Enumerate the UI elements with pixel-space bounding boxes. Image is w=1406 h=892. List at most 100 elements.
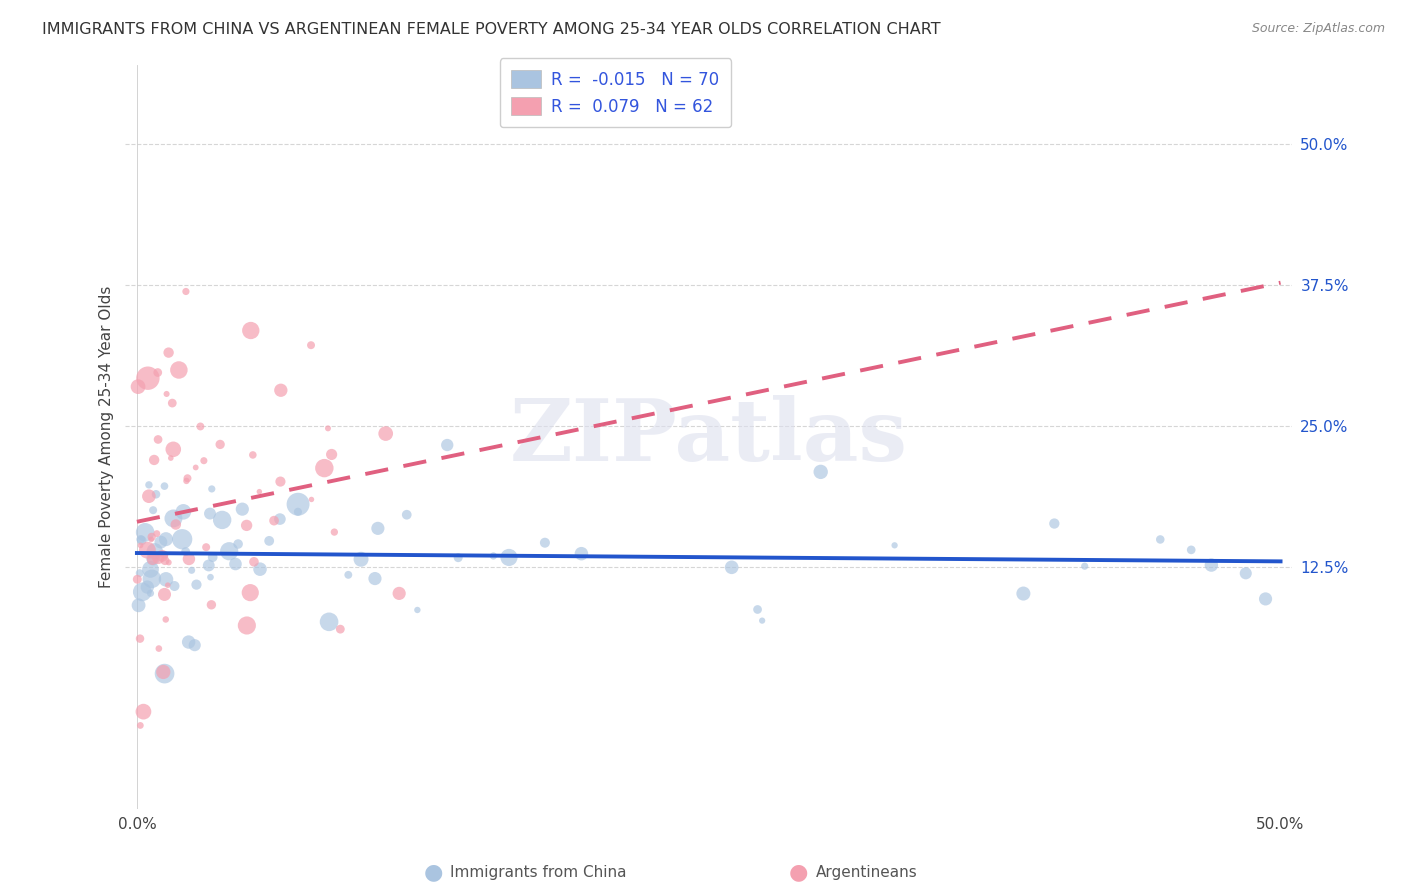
Point bbox=[190, 419, 212, 434]
Point bbox=[1254, 591, 1277, 606]
Point bbox=[129, 718, 152, 732]
Point bbox=[148, 641, 170, 656]
Point bbox=[323, 525, 346, 540]
Point bbox=[447, 550, 470, 565]
Point bbox=[316, 421, 339, 435]
Point bbox=[193, 453, 215, 467]
Point bbox=[128, 566, 150, 580]
Point bbox=[321, 447, 343, 461]
Point bbox=[146, 366, 169, 380]
Point bbox=[239, 324, 262, 338]
Point bbox=[571, 547, 593, 561]
Point bbox=[141, 572, 163, 586]
Point bbox=[153, 666, 176, 681]
Point bbox=[162, 396, 184, 410]
Point bbox=[364, 572, 387, 586]
Point bbox=[177, 635, 200, 649]
Point bbox=[127, 572, 149, 586]
Legend: R =  -0.015   N = 70, R =  0.079   N = 62: R = -0.015 N = 70, R = 0.079 N = 62 bbox=[499, 59, 731, 128]
Text: Immigrants from China: Immigrants from China bbox=[450, 865, 627, 880]
Point bbox=[1073, 559, 1095, 574]
Point bbox=[198, 507, 221, 521]
Point bbox=[127, 379, 149, 393]
Point bbox=[243, 555, 266, 569]
Text: ZIPatlas: ZIPatlas bbox=[510, 395, 908, 479]
Point bbox=[269, 512, 291, 526]
Point bbox=[257, 533, 280, 548]
Point bbox=[136, 580, 159, 594]
Text: Argentineans: Argentineans bbox=[815, 865, 917, 880]
Text: ●: ● bbox=[423, 863, 443, 882]
Point bbox=[131, 585, 153, 599]
Point bbox=[157, 345, 180, 359]
Point bbox=[153, 554, 176, 568]
Point bbox=[239, 585, 262, 599]
Point bbox=[174, 285, 197, 299]
Point bbox=[177, 552, 200, 566]
Point bbox=[201, 482, 224, 496]
Point bbox=[141, 530, 163, 544]
Point bbox=[201, 550, 224, 565]
Point bbox=[482, 549, 505, 563]
Point bbox=[263, 514, 285, 528]
Point bbox=[1012, 586, 1035, 600]
Point bbox=[1180, 542, 1202, 557]
Point bbox=[242, 448, 264, 462]
Point bbox=[174, 544, 197, 558]
Point bbox=[1234, 566, 1257, 581]
Point bbox=[136, 371, 159, 385]
Point bbox=[162, 442, 184, 457]
Point bbox=[301, 492, 323, 507]
Point bbox=[184, 460, 207, 475]
Point bbox=[200, 570, 222, 584]
Point bbox=[150, 549, 173, 563]
Point bbox=[155, 612, 177, 626]
Point bbox=[129, 533, 152, 547]
Point bbox=[139, 586, 162, 600]
Point bbox=[176, 471, 198, 485]
Point bbox=[145, 487, 167, 501]
Point bbox=[163, 579, 186, 593]
Point bbox=[249, 562, 271, 576]
Point bbox=[287, 497, 309, 511]
Point bbox=[406, 603, 429, 617]
Point bbox=[165, 517, 187, 532]
Point bbox=[231, 502, 253, 516]
Point bbox=[747, 602, 769, 616]
Point bbox=[155, 387, 177, 401]
Point bbox=[132, 705, 155, 719]
Point bbox=[128, 599, 150, 613]
Point bbox=[143, 544, 166, 558]
Point bbox=[299, 338, 322, 352]
Point bbox=[134, 525, 156, 540]
Point bbox=[153, 548, 176, 562]
Point bbox=[1043, 516, 1066, 531]
Point bbox=[314, 461, 336, 475]
Point bbox=[157, 556, 180, 570]
Point bbox=[287, 505, 309, 519]
Text: IMMIGRANTS FROM CHINA VS ARGENTINEAN FEMALE POVERTY AMONG 25-34 YEAR OLDS CORREL: IMMIGRANTS FROM CHINA VS ARGENTINEAN FEM… bbox=[42, 22, 941, 37]
Point bbox=[172, 505, 194, 519]
Text: Source: ZipAtlas.com: Source: ZipAtlas.com bbox=[1251, 22, 1385, 36]
Point bbox=[200, 598, 222, 612]
Point bbox=[235, 518, 257, 533]
Point bbox=[226, 537, 249, 551]
Point bbox=[142, 551, 165, 566]
Point bbox=[136, 543, 159, 558]
Point bbox=[224, 557, 246, 571]
Point bbox=[1149, 533, 1171, 547]
Point bbox=[374, 426, 396, 441]
Point bbox=[209, 437, 232, 451]
Point bbox=[162, 511, 184, 525]
Point bbox=[751, 614, 773, 628]
Point bbox=[236, 618, 259, 632]
Point bbox=[180, 563, 202, 577]
Point bbox=[810, 465, 832, 479]
Point bbox=[129, 632, 152, 646]
Point bbox=[269, 475, 291, 489]
Point bbox=[148, 551, 170, 566]
Point bbox=[153, 479, 176, 493]
Point bbox=[142, 503, 165, 517]
Point bbox=[156, 578, 179, 592]
Point bbox=[1201, 558, 1223, 572]
